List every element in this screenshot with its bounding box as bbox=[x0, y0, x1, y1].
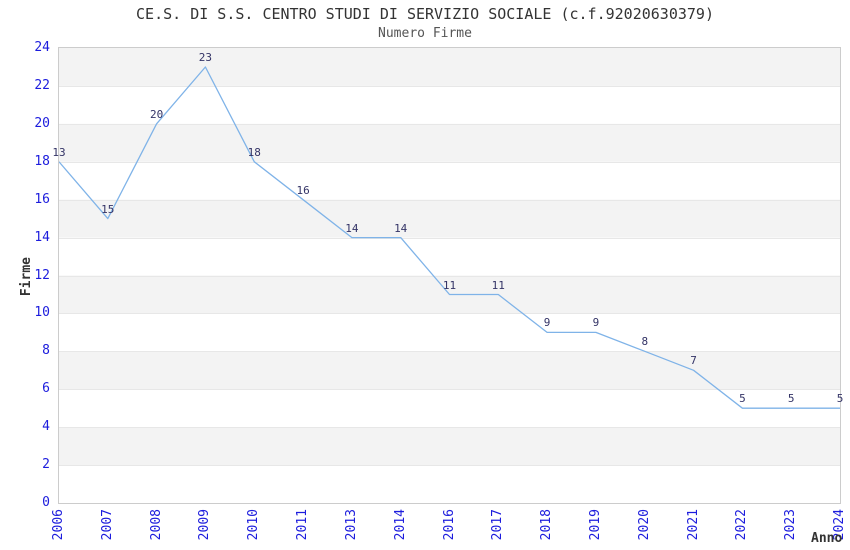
x-tick-label: 2016 bbox=[441, 509, 457, 541]
data-point-label: 14 bbox=[394, 221, 408, 235]
x-tick-label: 2013 bbox=[343, 509, 359, 541]
data-point-label: 11 bbox=[491, 278, 505, 292]
x-tick-label: 2014 bbox=[392, 509, 408, 541]
x-tick-label: 2020 bbox=[636, 509, 652, 541]
data-point-label: 23 bbox=[198, 51, 213, 64]
data-line bbox=[59, 66, 840, 409]
y-tick-label: 4 bbox=[42, 419, 50, 435]
y-tick-label: 20 bbox=[34, 115, 50, 131]
data-point-label: 5 bbox=[739, 392, 746, 406]
y-tick-label: 2 bbox=[42, 457, 50, 473]
x-axis-title: Anno bbox=[811, 531, 843, 546]
chart-subtitle: Numero Firme bbox=[378, 26, 472, 41]
x-tick-label: 2006 bbox=[51, 509, 66, 541]
x-tick-label: 2008 bbox=[148, 509, 164, 541]
x-tick-label: 2022 bbox=[734, 509, 750, 541]
data-point-label: 14 bbox=[345, 221, 359, 235]
y-tick-label: 10 bbox=[34, 305, 50, 321]
y-tick-label: 8 bbox=[42, 343, 50, 359]
x-tick-label: 2021 bbox=[685, 509, 701, 541]
y-tick-label: 16 bbox=[34, 191, 50, 207]
plot-svg bbox=[59, 48, 840, 466]
x-tick-label: 2018 bbox=[539, 509, 555, 541]
data-point-label: 15 bbox=[101, 202, 115, 216]
x-tick-label: 2017 bbox=[490, 509, 506, 541]
chart-title: CE.S. DI S.S. CENTRO STUDI DI SERVIZIO S… bbox=[136, 5, 714, 23]
y-tick-label: 14 bbox=[34, 229, 50, 245]
x-tick-label: 2010 bbox=[246, 509, 262, 541]
data-point-label: 5 bbox=[836, 392, 844, 406]
data-point-label: 20 bbox=[149, 107, 164, 121]
alternating-band bbox=[59, 123, 840, 162]
y-tick-label: 12 bbox=[34, 267, 50, 283]
data-point-label: 8 bbox=[641, 335, 649, 349]
x-tick-label: 2007 bbox=[99, 509, 115, 541]
y-tick-label: 24 bbox=[34, 40, 50, 55]
data-point-label: 7 bbox=[690, 354, 697, 368]
data-point-label: 9 bbox=[592, 316, 600, 330]
y-tick-label: 6 bbox=[42, 381, 50, 397]
plot-area bbox=[58, 47, 841, 504]
data-point-label: 13 bbox=[52, 145, 66, 159]
x-tick-label: 2011 bbox=[295, 509, 311, 541]
x-tick-label: 2009 bbox=[197, 509, 213, 541]
data-point-label: 11 bbox=[442, 278, 457, 292]
alternating-band bbox=[59, 427, 840, 466]
y-tick-label: 22 bbox=[34, 77, 50, 93]
data-point-label: 18 bbox=[247, 145, 261, 159]
alternating-band bbox=[59, 351, 840, 390]
y-tick-label: 0 bbox=[42, 495, 50, 510]
x-tick-label: 2019 bbox=[587, 509, 603, 541]
x-tick-label: 2023 bbox=[783, 509, 799, 541]
data-point-label: 9 bbox=[543, 316, 551, 330]
y-tick-label: 18 bbox=[34, 153, 50, 169]
alternating-band bbox=[59, 48, 840, 86]
data-point-label: 5 bbox=[787, 392, 795, 406]
alternating-band bbox=[59, 199, 840, 238]
data-point-label: 16 bbox=[296, 183, 310, 197]
